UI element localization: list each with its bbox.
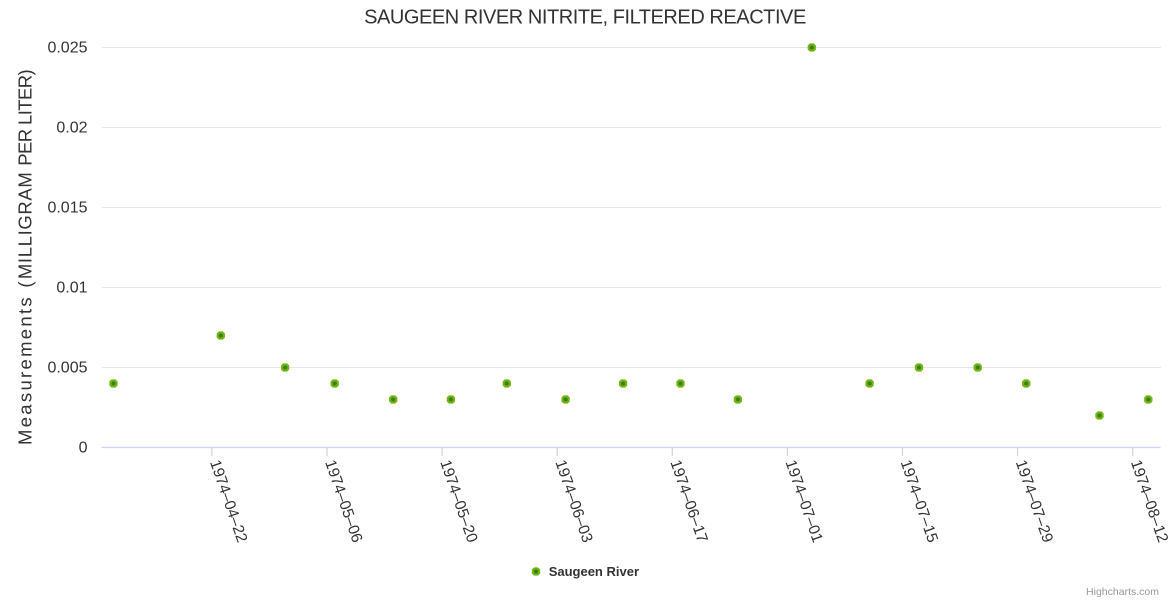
svg-text:SAUGEEN RIVER NITRITE, FILTERE: SAUGEEN RIVER NITRITE, FILTERED REACTIVE xyxy=(364,7,806,29)
svg-text:0.01: 0.01 xyxy=(56,280,87,297)
svg-text:Measurements (MILLIGRAM PER LI: Measurements (MILLIGRAM PER LITER) xyxy=(15,70,36,445)
svg-text:0.02: 0.02 xyxy=(56,120,87,137)
svg-text:0.005: 0.005 xyxy=(47,360,87,377)
svg-text:0.025: 0.025 xyxy=(47,40,87,57)
svg-text:0.015: 0.015 xyxy=(47,200,87,217)
svg-text:0: 0 xyxy=(79,440,88,457)
svg-text:Highcharts.com: Highcharts.com xyxy=(1086,586,1159,598)
svg-text:Saugeen River: Saugeen River xyxy=(549,564,639,579)
